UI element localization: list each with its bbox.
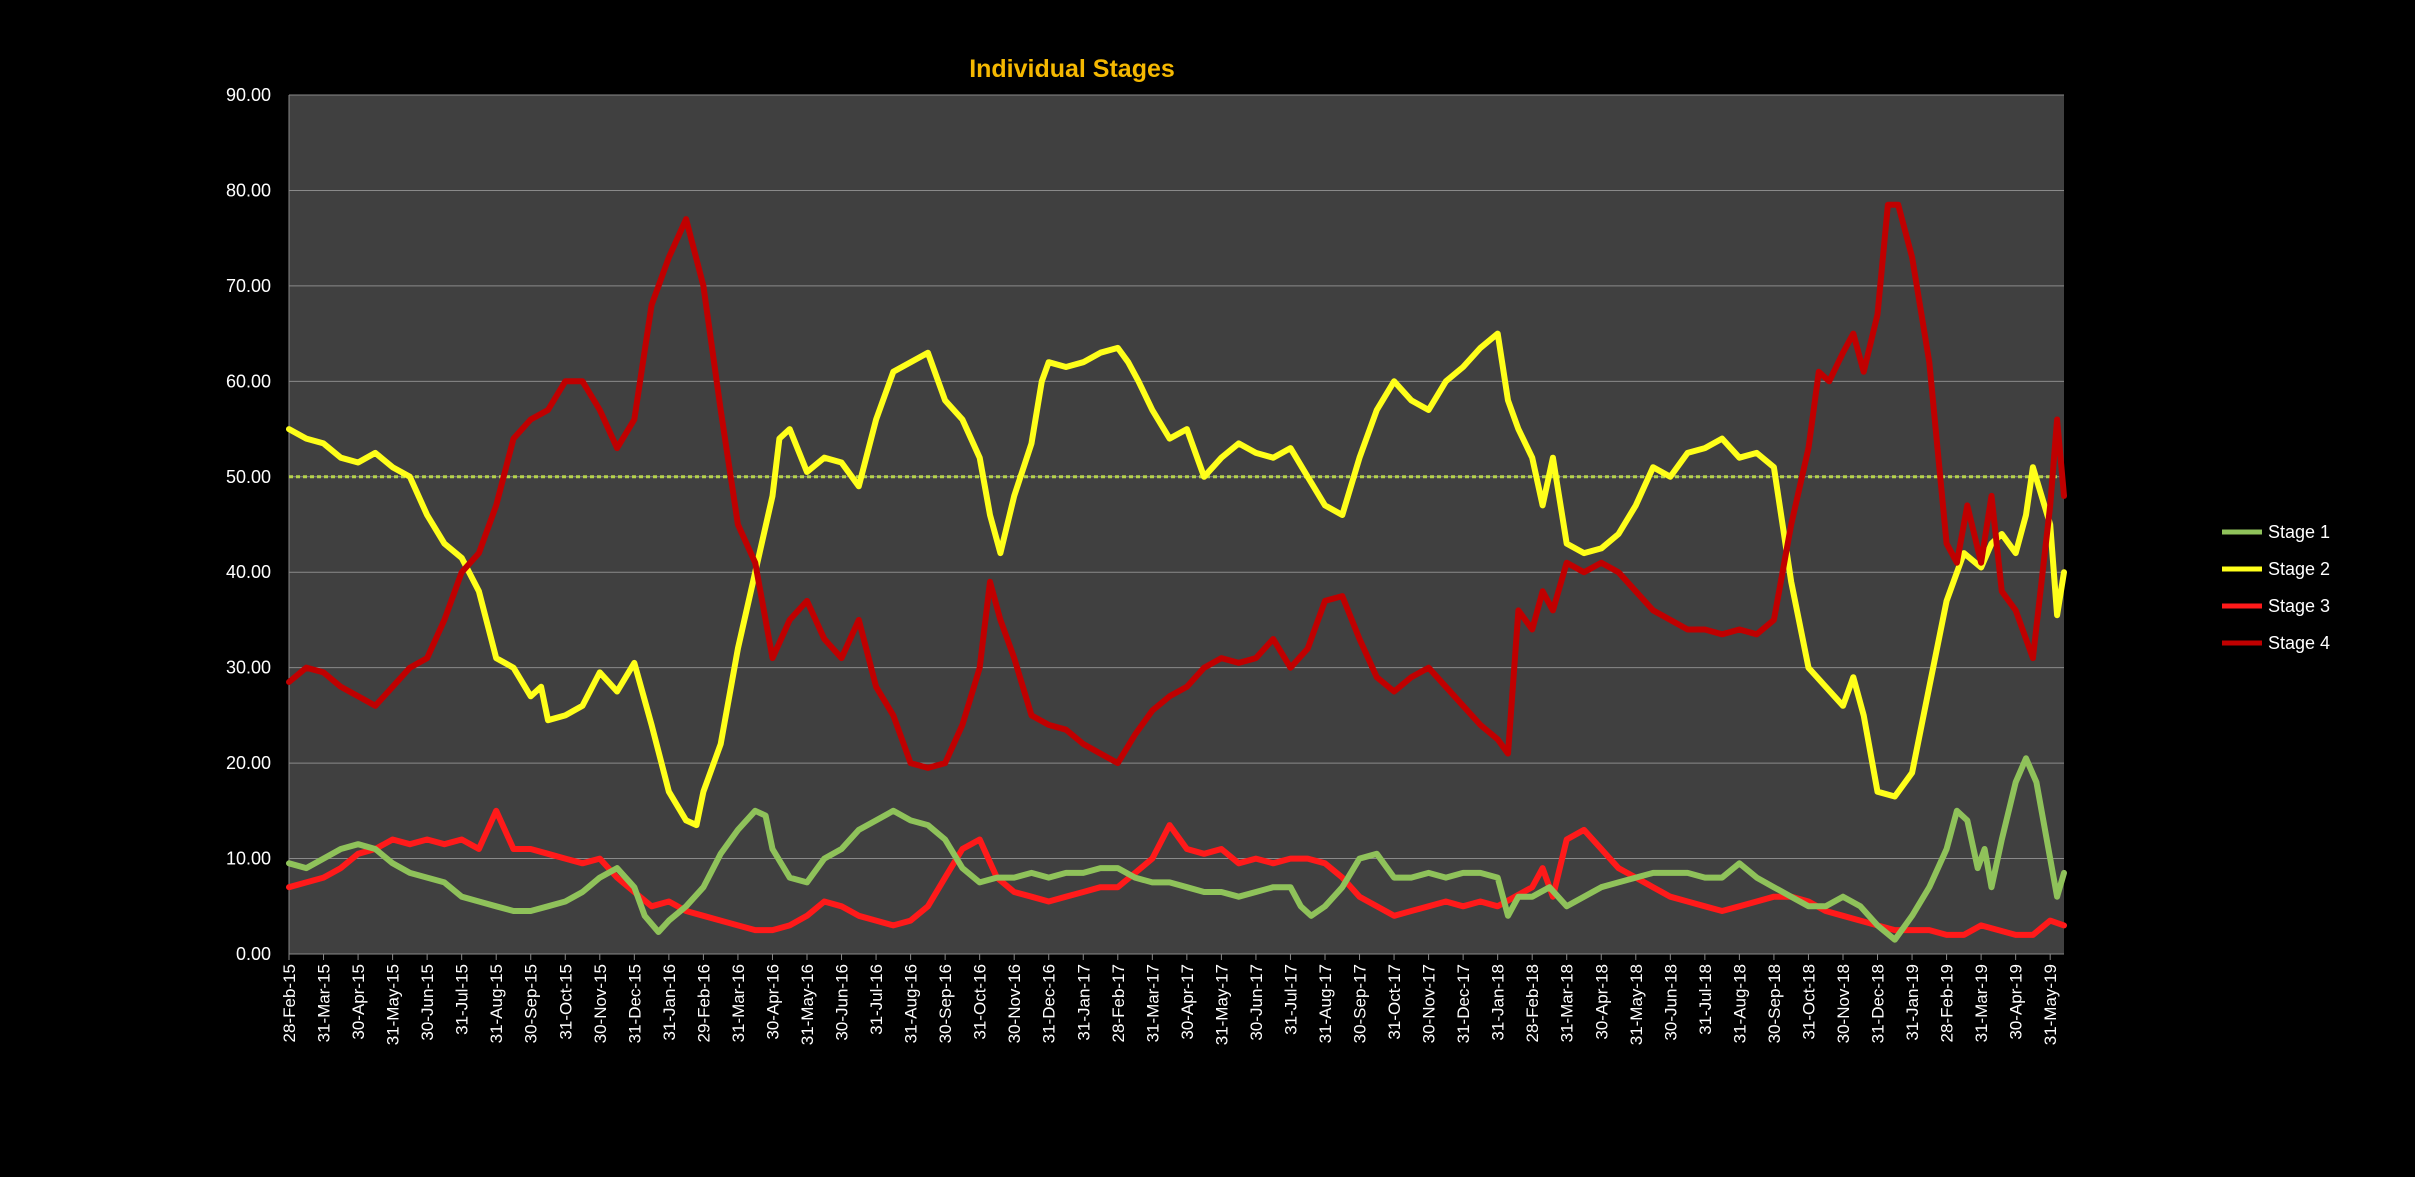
x-tick-label: 30-Nov-16: [1005, 964, 1024, 1043]
x-tick-label: 31-Mar-19: [1972, 964, 1991, 1042]
x-tick-label: 28-Feb-18: [1523, 964, 1542, 1042]
x-tick-label: 31-Jul-15: [453, 964, 472, 1035]
x-tick-label: 31-Aug-16: [902, 964, 921, 1043]
series-line-stage-4: [286, 201, 2067, 771]
y-tick-label: 50.00: [226, 467, 271, 487]
series-lines: [286, 201, 2067, 943]
y-tick-label: 40.00: [226, 562, 271, 582]
x-tick-label: 29-Feb-16: [694, 964, 713, 1042]
y-tick-label: 0.00: [236, 944, 271, 964]
x-tick-label: 31-May-17: [1212, 964, 1231, 1045]
y-tick-label: 60.00: [226, 371, 271, 391]
legend-label: Stage 2: [2268, 559, 2330, 579]
x-tick-label: 30-Apr-18: [1592, 964, 1611, 1040]
legend-label: Stage 4: [2268, 633, 2330, 653]
x-tick-label: 31-Jan-18: [1489, 964, 1508, 1041]
x-tick-label: 31-Jul-18: [1696, 964, 1715, 1035]
x-tick-label: 30-Jun-18: [1661, 964, 1680, 1041]
x-tick-label: 31-May-16: [798, 964, 817, 1045]
x-tick-label: 31-Jan-16: [660, 964, 679, 1041]
y-tick-label: 20.00: [226, 753, 271, 773]
x-tick-label: 30-Nov-15: [591, 964, 610, 1043]
x-tick-label: 31-Jul-17: [1281, 964, 1300, 1035]
x-tick-label: 31-Dec-16: [1040, 964, 1059, 1043]
x-axis: 28-Feb-15 31-Mar-15 30-Apr-15 31-May-15 30-J…: [280, 953, 2064, 1045]
y-tick-label: 90.00: [226, 85, 271, 105]
x-tick-label: 28-Feb-15: [280, 964, 299, 1042]
x-tick-label: 30-Jun-16: [833, 964, 852, 1041]
x-tick-label: 30-Sep-17: [1351, 964, 1370, 1043]
x-tick-label: 31-Aug-17: [1316, 964, 1335, 1043]
x-tick-label: 31-Oct-16: [971, 964, 990, 1040]
x-tick-label: 30-Sep-15: [522, 964, 541, 1043]
y-tick-label: 10.00: [226, 849, 271, 869]
x-tick-label: 30-Nov-17: [1420, 964, 1439, 1043]
legend: Stage 1 Stage 2 Stage 3 Stage 4: [2222, 522, 2330, 653]
series-line-stage-3: [286, 807, 2067, 938]
gridlines: [289, 94, 2064, 955]
x-tick-label: 31-Mar-18: [1558, 964, 1577, 1042]
x-tick-label: 31-Dec-17: [1454, 964, 1473, 1043]
y-axis: 0.00 10.00 20.00 30.00 40.00 50.00 60.00 70.00 8…: [226, 85, 290, 964]
x-tick-label: 30-Sep-18: [1765, 964, 1784, 1043]
x-tick-label: 30-Nov-18: [1834, 964, 1853, 1043]
x-tick-label: 31-Jan-17: [1074, 964, 1093, 1041]
x-tick-label: 30-Jun-15: [418, 964, 437, 1041]
x-tick-label: 31-Jul-16: [867, 964, 886, 1035]
x-tick-label: 28-Feb-19: [1938, 964, 1957, 1042]
y-tick-label: 30.00: [226, 658, 271, 678]
legend-label: Stage 3: [2268, 596, 2330, 616]
legend-label: Stage 1: [2268, 522, 2330, 542]
x-tick-label: 31-Aug-18: [1730, 964, 1749, 1043]
x-tick-label: 31-Dec-18: [1869, 964, 1888, 1043]
x-tick-label: 30-Jun-17: [1247, 964, 1266, 1041]
x-tick-label: 31-Oct-15: [556, 964, 575, 1040]
x-tick-label: 30-Apr-16: [763, 964, 782, 1040]
x-tick-label: 31-Oct-18: [1799, 964, 1818, 1040]
x-tick-label: 31-May-18: [1627, 964, 1646, 1045]
chart-title: Individual Stages: [969, 55, 1175, 83]
x-tick-label: 30-Sep-16: [936, 964, 955, 1043]
x-tick-label: 30-Apr-15: [349, 964, 368, 1040]
series-line-stage-2: [286, 330, 2067, 829]
series-line-stage-1: [286, 755, 2067, 943]
x-tick-label: 30-Apr-17: [1178, 964, 1197, 1040]
x-tick-label: 31-Jan-19: [1903, 964, 1922, 1041]
x-tick-label: 31-Mar-17: [1143, 964, 1162, 1042]
y-tick-label: 80.00: [226, 180, 271, 200]
x-tick-label: 31-May-19: [2041, 964, 2060, 1045]
x-tick-label: 28-Feb-17: [1109, 964, 1128, 1042]
x-tick-label: 31-Dec-15: [625, 964, 644, 1043]
y-tick-label: 70.00: [226, 276, 271, 296]
x-tick-label: 31-Oct-17: [1385, 964, 1404, 1040]
x-tick-label: 30-Apr-19: [2007, 964, 2026, 1040]
x-tick-label: 31-Mar-15: [315, 964, 334, 1042]
x-tick-label: 31-May-15: [384, 964, 403, 1045]
x-tick-label: 31-Mar-16: [729, 964, 748, 1042]
x-tick-label: 31-Aug-15: [487, 964, 506, 1043]
plot-area: [289, 95, 2064, 954]
